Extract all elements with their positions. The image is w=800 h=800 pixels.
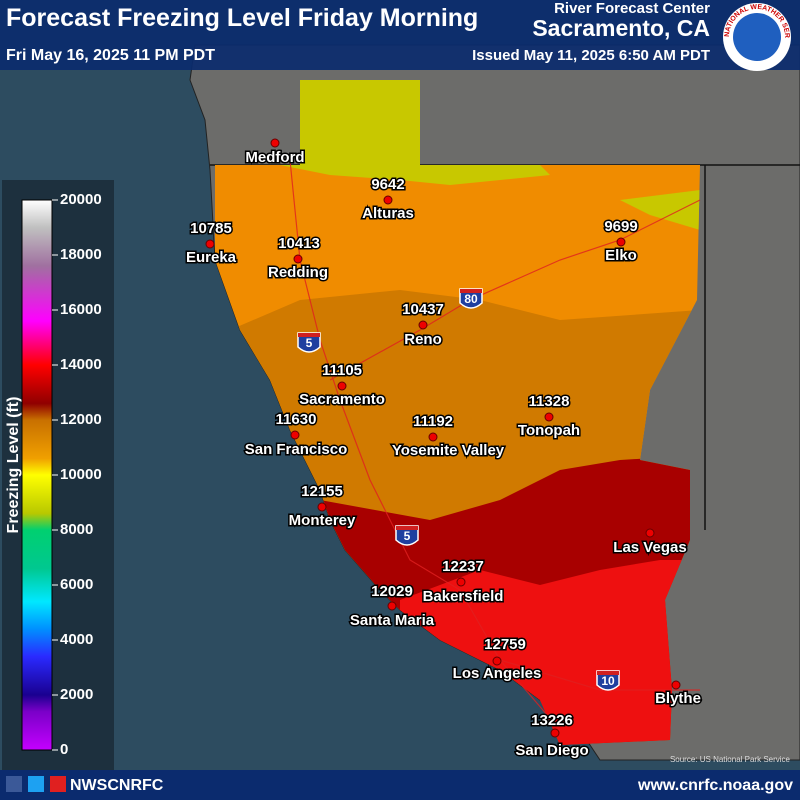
legend-tick-label: 8000: [60, 521, 93, 538]
city-dot: [205, 239, 215, 249]
freezing-level-value: 12759: [484, 636, 526, 653]
highway-number: 80: [464, 292, 478, 306]
legend-tick-label: 12000: [60, 411, 102, 428]
legend-tick-label: 0: [60, 741, 68, 758]
freezing-level-value: 10437: [402, 301, 444, 318]
city-name: Eureka: [186, 249, 237, 266]
highway-number: 5: [404, 529, 411, 543]
city-name: Elko: [605, 247, 637, 264]
city-dot: [270, 138, 280, 148]
header-bar: [0, 0, 800, 70]
city-dot: [383, 195, 393, 205]
freezing-level-value: 11105: [322, 362, 362, 379]
office-name: Sacramento, CA: [532, 15, 710, 41]
youtube-icon[interactable]: [50, 776, 66, 792]
facebook-icon[interactable]: [6, 776, 22, 792]
highway-shield: [459, 288, 483, 309]
city-dot: [645, 528, 655, 538]
handle[interactable]: NWSCNRFC: [70, 777, 164, 794]
city-name: Blythe: [655, 690, 701, 707]
highway-shield-top: [298, 333, 320, 337]
city-name: Los Angeles: [453, 665, 542, 682]
legend-tick-label: 16000: [60, 301, 102, 318]
city-name: Medford: [245, 149, 304, 166]
highway-shield: [596, 670, 620, 691]
legend-title: Freezing Level (ft): [5, 397, 22, 534]
highway-shield-top: [597, 671, 619, 675]
city-dot: [290, 430, 300, 440]
color-bar: [21, 199, 53, 751]
legend-tick-label: 10000: [60, 466, 102, 483]
city-dot: [293, 254, 303, 264]
city-dot: [418, 320, 428, 330]
legend-tick-label: 4000: [60, 631, 93, 648]
city-dot: [671, 680, 681, 690]
legend-tick-label: 14000: [60, 356, 102, 373]
city-name: Tonopah: [518, 422, 580, 439]
city-name: San Francisco: [245, 441, 348, 458]
logo-inner: [733, 13, 781, 61]
city-dot: [456, 577, 466, 587]
highway-shield-top: [396, 526, 418, 530]
city-dot: [492, 656, 502, 666]
city-dot: [387, 601, 397, 611]
highway-shield-top: [460, 289, 482, 293]
highway-number: 10: [601, 674, 615, 688]
city-name: Santa Maria: [350, 612, 435, 629]
city-dot: [317, 502, 327, 512]
highway-shield: [297, 332, 321, 353]
legend-tick-label: 18000: [60, 246, 102, 263]
freezing-level-value: 10413: [278, 235, 320, 252]
freezing-level-value: 11328: [529, 393, 570, 410]
legend-tick-label: 20000: [60, 191, 102, 208]
city-name: Monterey: [289, 512, 356, 529]
city-dot: [550, 728, 560, 738]
city-name: Las Vegas: [613, 539, 686, 556]
footer-bar: [0, 770, 800, 800]
freezing-level-value: 9699: [604, 218, 637, 235]
city-name: Yosemite Valley: [392, 442, 505, 459]
freezing-level-value: 11192: [413, 413, 453, 430]
legend-tick-label: 6000: [60, 576, 93, 593]
highways: [289, 159, 701, 731]
freezing-level-value: 12155: [301, 483, 343, 500]
valid-time: Fri May 16, 2025 11 PM PDT: [6, 47, 215, 64]
city-name: Sacramento: [299, 391, 385, 408]
issued: Issued May 11, 2025 6:50 AM PDT: [472, 47, 710, 64]
office-line: River Forecast Center: [554, 0, 710, 17]
freezing-level-value: 13226: [531, 712, 573, 729]
city-name: Reno: [404, 331, 442, 348]
city-dot: [544, 412, 554, 422]
source: Source: US National Park Service: [670, 755, 791, 764]
highway-shield: [395, 525, 419, 546]
city-dot: [337, 381, 347, 391]
city-name: San Diego: [515, 742, 588, 759]
freezing-level-value: 12029: [371, 583, 413, 600]
freezing-level-value: 10785: [190, 220, 232, 237]
twitter-icon[interactable]: [28, 776, 44, 792]
freezing-level-value: 9642: [371, 176, 404, 193]
city-name: Alturas: [362, 205, 414, 222]
highway-number: 5: [306, 336, 313, 350]
website[interactable]: www.cnrfc.noaa.gov: [637, 777, 793, 794]
legend-tick-label: 2000: [60, 686, 93, 703]
city-name: Redding: [268, 264, 328, 281]
city-name: Bakersfield: [423, 588, 504, 605]
city-dot: [428, 432, 438, 442]
title: Forecast Freezing Level Friday Morning: [6, 4, 478, 32]
freezing-level-value: 12237: [442, 558, 484, 575]
city-dot: [616, 237, 626, 247]
freezing-level-value: 11630: [276, 411, 317, 428]
